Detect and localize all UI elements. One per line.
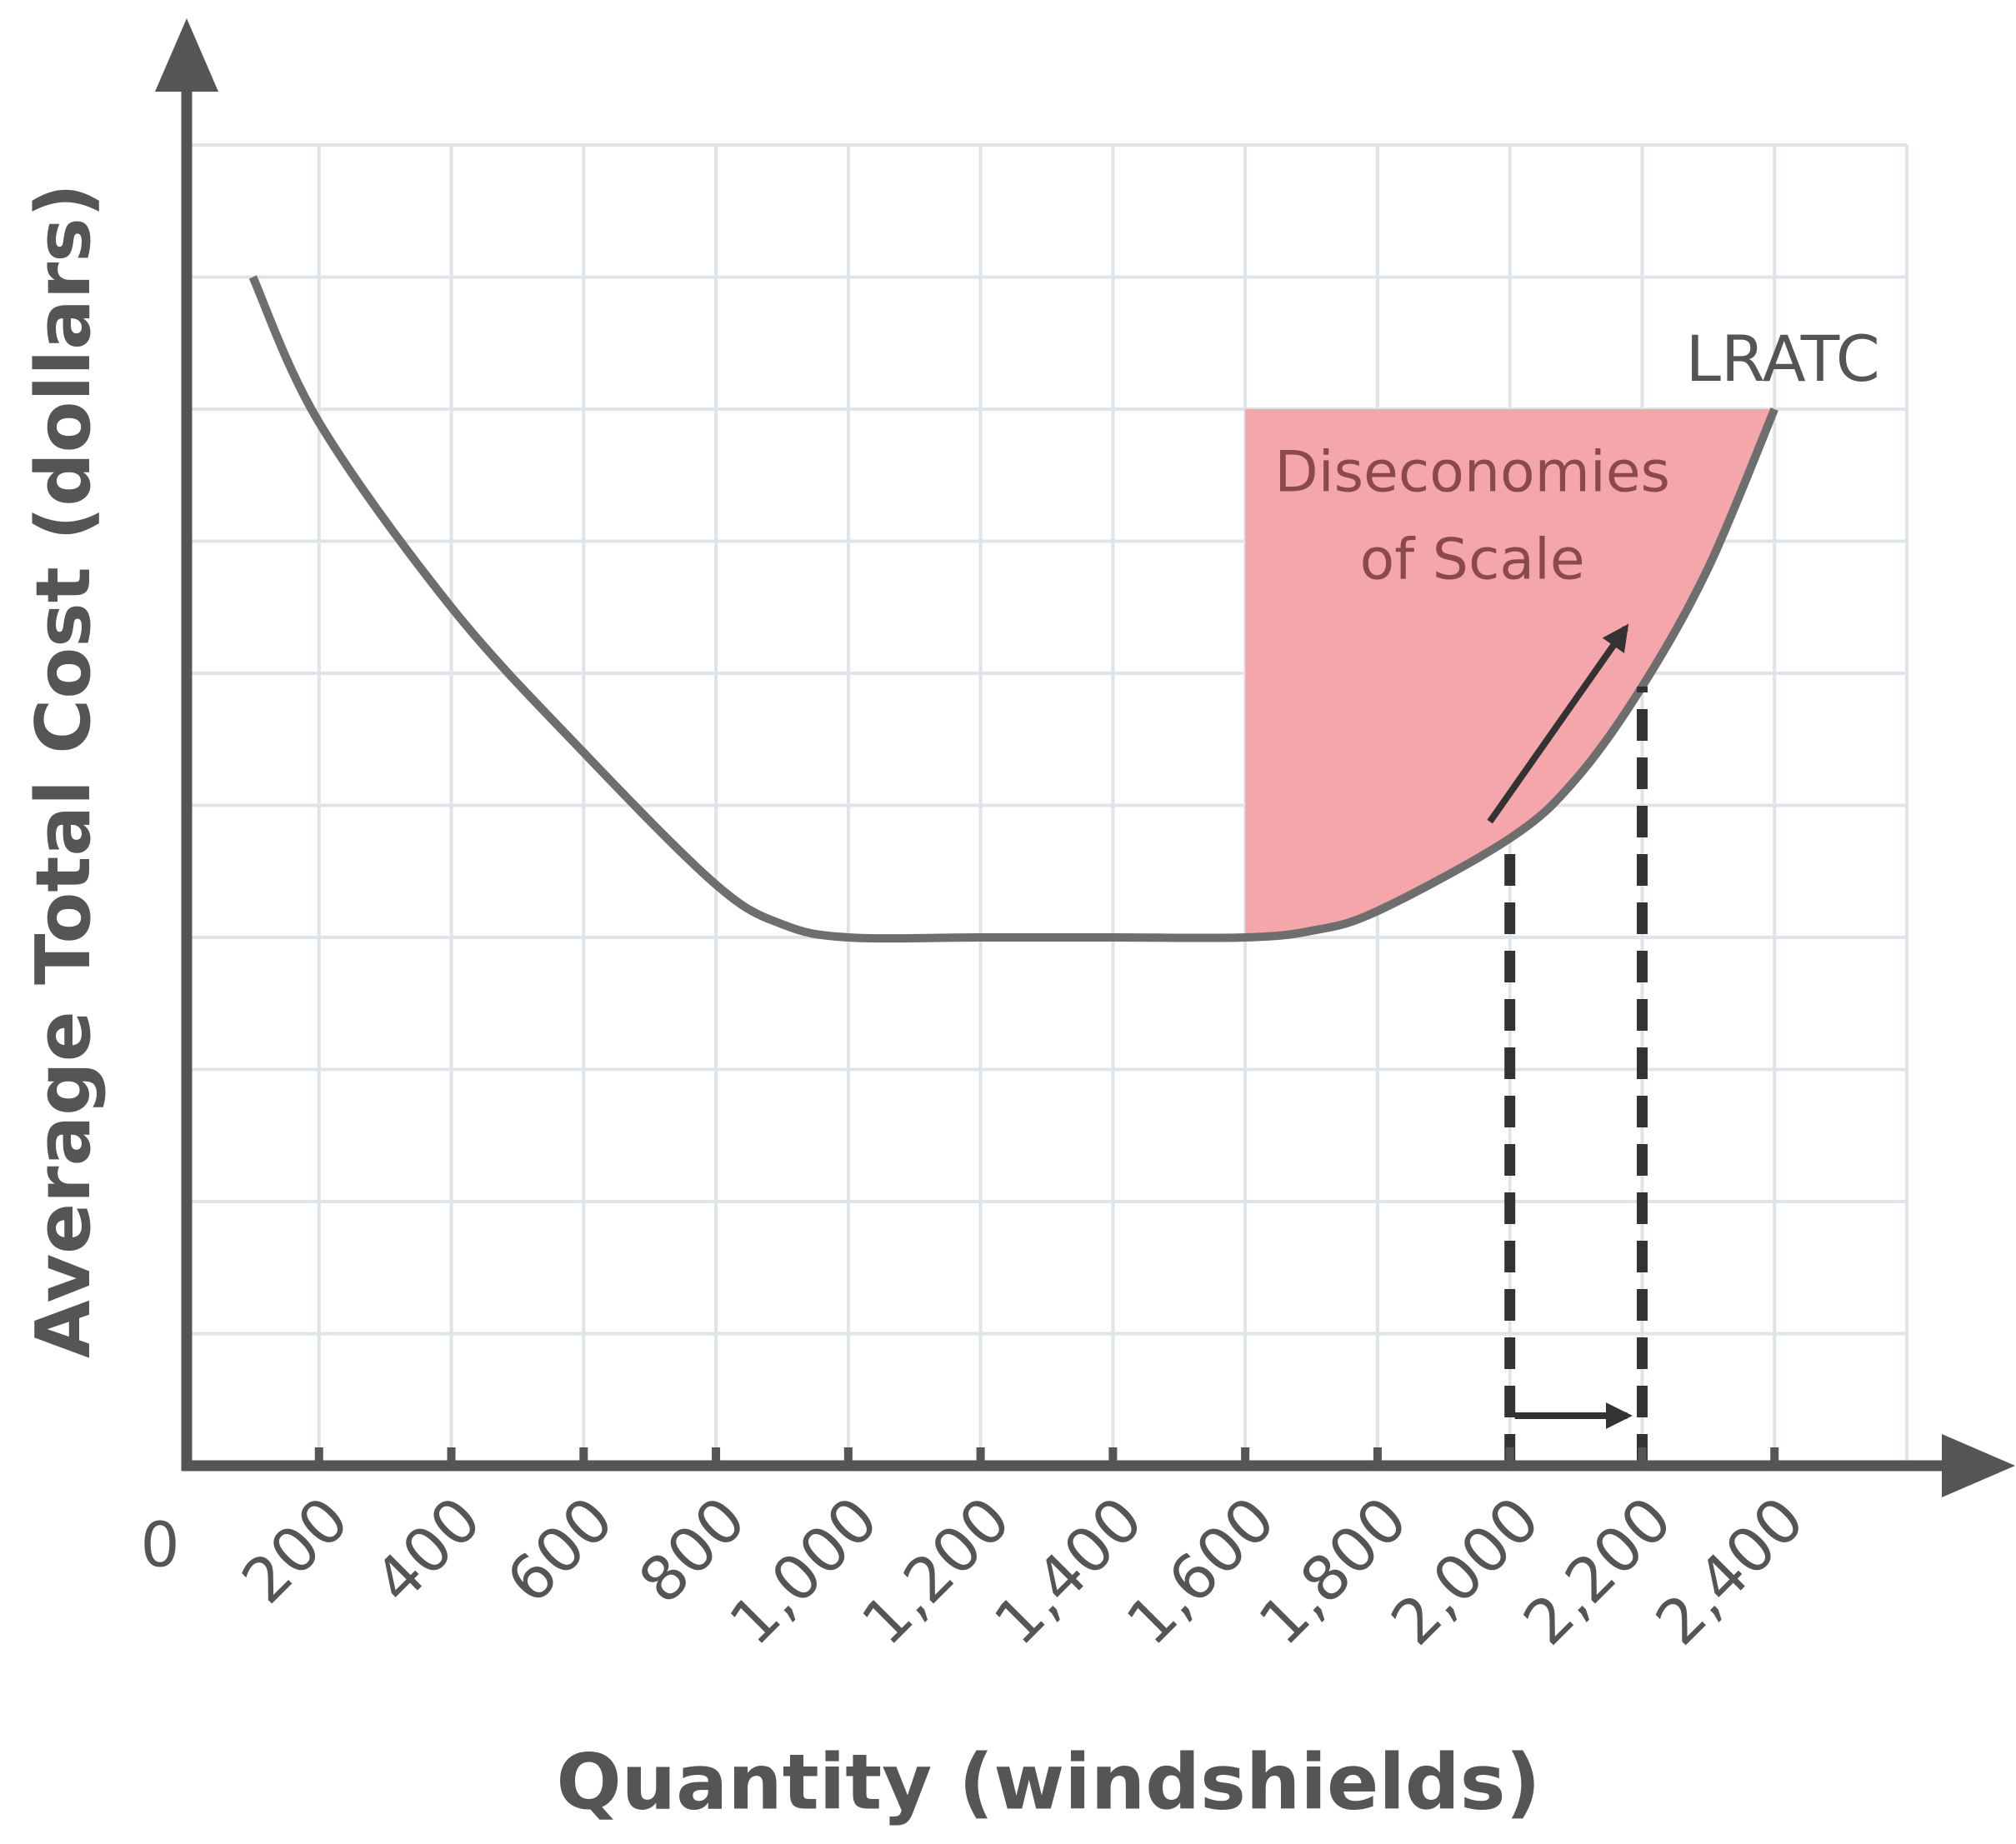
x-tick-label: 2,200	[1510, 1483, 1686, 1659]
cost-arrow	[1487, 623, 1629, 824]
lratc-line	[248, 275, 1778, 943]
x-tick-label: 1,800	[1246, 1483, 1422, 1659]
x-tick-label: 400	[361, 1483, 495, 1617]
region-label: Diseconomies	[1274, 440, 1670, 506]
x-axis-title: Quantity (windshields)	[556, 1737, 1540, 1827]
lines: LRATC	[248, 275, 1880, 1466]
series-label: LRATC	[1686, 322, 1880, 396]
x-tick-label: 2,000	[1378, 1483, 1553, 1659]
shaded-area: Diseconomies of Scale	[1245, 409, 1775, 937]
x-tick-label: 600	[493, 1483, 628, 1617]
y-axis-title: Average Total Cost (dollars)	[20, 183, 108, 1358]
x-tick-label: 0	[140, 1510, 179, 1582]
x-tick-label: 200	[228, 1483, 363, 1617]
x-tick-label: 1,000	[716, 1483, 892, 1659]
x-axis-arrow	[1942, 1434, 2015, 1497]
y-axis-arrow	[155, 18, 218, 92]
x-tick-label: 2,400	[1643, 1483, 1818, 1659]
x-tick-label: 1,200	[848, 1483, 1024, 1659]
grid	[185, 143, 1908, 1467]
region-label: of Scale	[1360, 527, 1585, 593]
diseconomies-area	[1245, 409, 1775, 937]
x-tick-label: 1,400	[981, 1483, 1157, 1659]
x-tick-label: 1,600	[1113, 1483, 1289, 1659]
